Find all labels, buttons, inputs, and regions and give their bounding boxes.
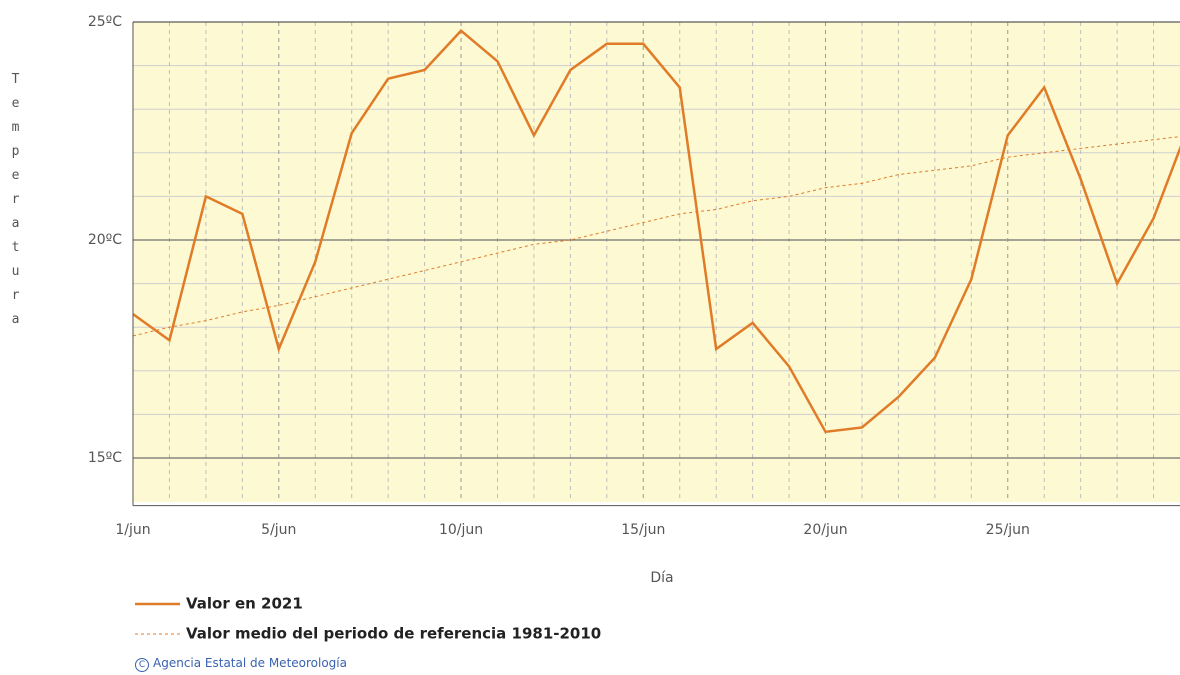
legend-label: Valor en 2021 [186, 595, 303, 613]
x-tick-label: 5/jun [261, 522, 296, 538]
x-tick-label: 20/jun [803, 522, 847, 538]
y-axis-label: Temperatura [8, 72, 23, 336]
series-line [133, 28, 1180, 434]
plot-area [133, 22, 1180, 502]
footer-text: Agencia Estatal de Meteorología [153, 656, 347, 670]
series-line [133, 136, 1180, 337]
x-axis-label: Día [650, 570, 673, 586]
footer: C Agencia Estatal de Meteorología [135, 656, 347, 672]
x-tick-label: 1/jun [115, 522, 150, 538]
y-tick-label: 15ºC [88, 450, 122, 466]
y-tick-label: 25ºC [88, 14, 122, 30]
x-tick-label: 10/jun [439, 522, 483, 538]
legend-label: Valor medio del periodo de referencia 19… [186, 625, 601, 643]
x-tick-label: 25/jun [986, 522, 1030, 538]
y-tick-label: 20ºC [88, 232, 122, 248]
x-tick-label: 15/jun [621, 522, 665, 538]
